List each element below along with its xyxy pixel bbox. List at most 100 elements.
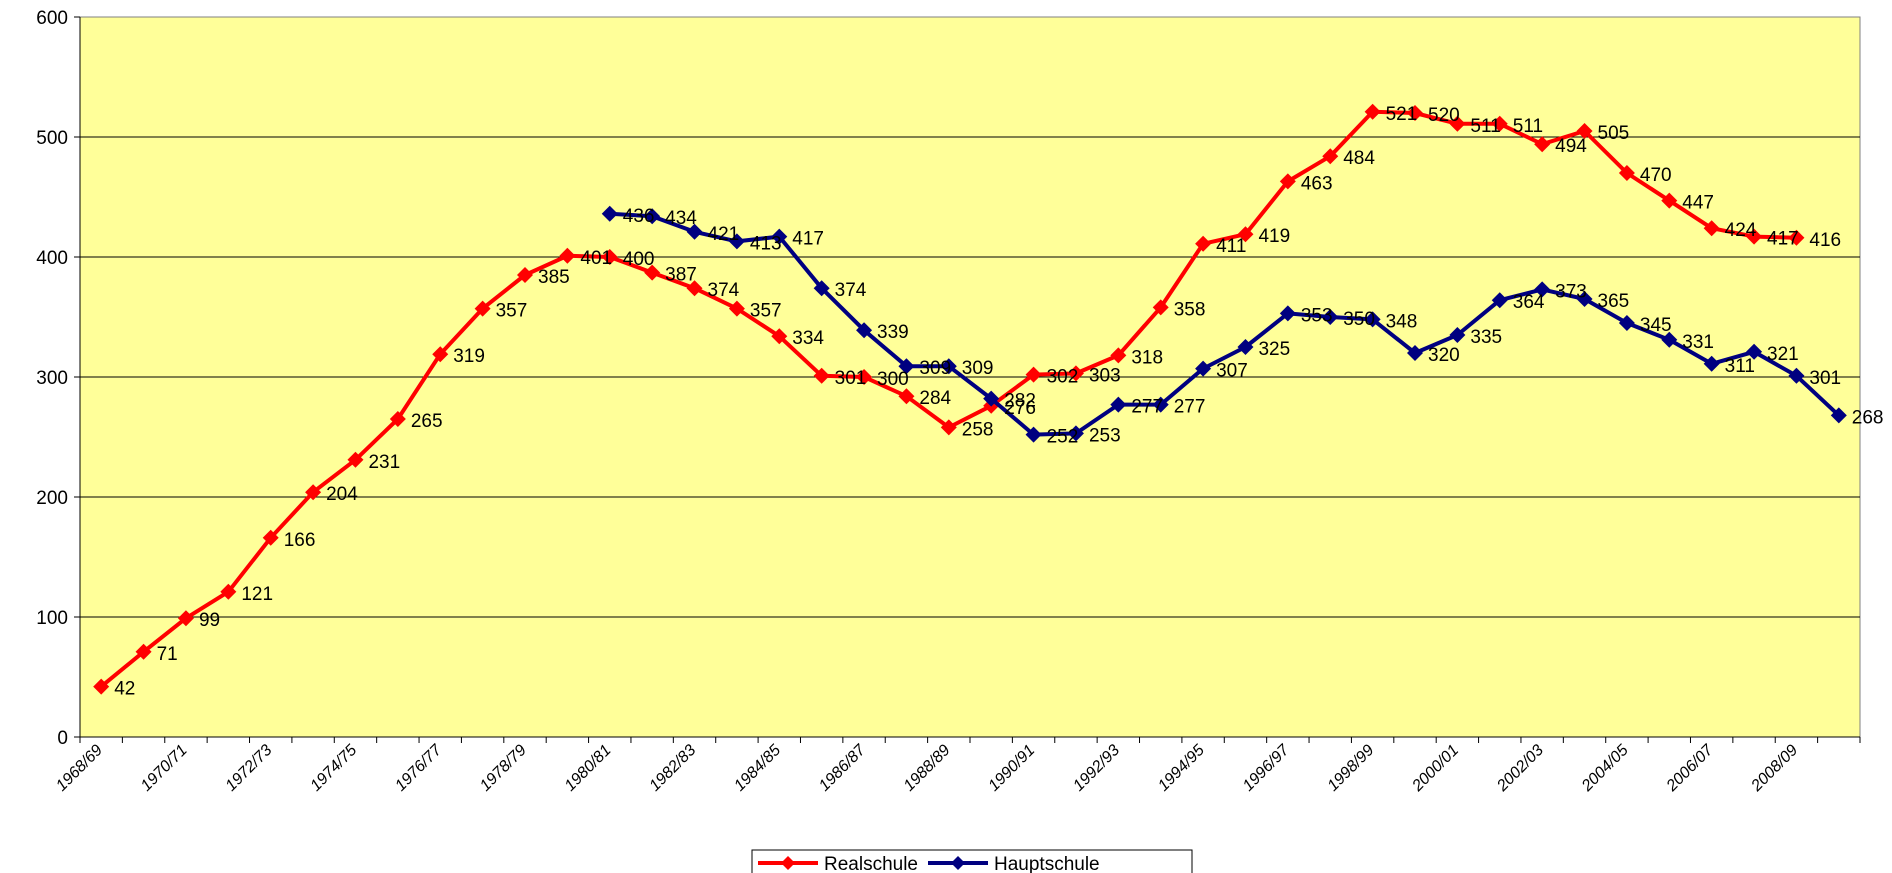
data-point bbox=[1618, 165, 1635, 181]
data-point bbox=[262, 529, 279, 546]
data-point bbox=[1322, 309, 1339, 325]
data-label: 258 bbox=[962, 419, 994, 440]
data-point bbox=[1746, 343, 1763, 360]
data-point bbox=[983, 390, 1000, 407]
data-label: 309 bbox=[962, 358, 994, 379]
data-point bbox=[813, 280, 830, 297]
data-label: 511 bbox=[1513, 116, 1543, 137]
data-point bbox=[517, 267, 533, 283]
data-label: 282 bbox=[1004, 391, 1036, 412]
data-point bbox=[177, 610, 194, 627]
data-label: 401 bbox=[580, 248, 612, 269]
data-label: 309 bbox=[919, 358, 951, 379]
x-tick-label: 2000/01 bbox=[1409, 742, 1463, 796]
x-tick-label: 1970/71 bbox=[138, 742, 191, 795]
legend: Realschule Hauptschule bbox=[751, 849, 1193, 873]
data-point bbox=[1788, 229, 1805, 246]
data-point bbox=[1279, 173, 1296, 190]
y-axis: 0 100 200 300 400 500 600 bbox=[36, 8, 81, 749]
data-label: 345 bbox=[1640, 315, 1672, 336]
data-point bbox=[940, 419, 957, 436]
data-label: 335 bbox=[1470, 327, 1502, 348]
data-label: 447 bbox=[1682, 193, 1714, 214]
data-point bbox=[1576, 123, 1593, 139]
x-tick-label: 1990/91 bbox=[985, 742, 1038, 795]
data-label: 357 bbox=[496, 301, 528, 322]
data-label: 417 bbox=[1767, 229, 1799, 250]
data-label: 252 bbox=[1047, 427, 1079, 448]
x-tick-label: 2004/05 bbox=[1578, 742, 1632, 796]
data-label: 350 bbox=[1343, 309, 1375, 330]
data-label: 284 bbox=[919, 388, 951, 409]
data-label: 318 bbox=[1131, 347, 1163, 368]
data-point bbox=[1195, 235, 1212, 252]
data-point bbox=[1746, 228, 1763, 245]
x-tick-label: 1976/77 bbox=[392, 741, 446, 795]
data-label: 411 bbox=[1216, 236, 1246, 257]
data-label: 307 bbox=[1216, 361, 1248, 382]
data-label: 470 bbox=[1640, 165, 1672, 186]
x-tick-label: 1974/75 bbox=[307, 742, 360, 795]
x-tick-label: 1968/69 bbox=[53, 742, 106, 795]
data-point bbox=[1110, 347, 1127, 364]
data-point bbox=[1407, 345, 1423, 361]
x-tick-label: 1996/97 bbox=[1240, 741, 1294, 795]
y-tick-label: 600 bbox=[36, 8, 68, 29]
data-point bbox=[940, 358, 957, 375]
data-point bbox=[1788, 367, 1805, 384]
x-tick-label: 1998/99 bbox=[1325, 742, 1378, 795]
data-label: 166 bbox=[284, 530, 316, 551]
data-point bbox=[686, 223, 703, 240]
legend-label: Realschule bbox=[824, 854, 918, 873]
data-point bbox=[1618, 315, 1635, 331]
data-label: 463 bbox=[1301, 173, 1333, 194]
data-label: 321 bbox=[1767, 344, 1799, 365]
data-point bbox=[1279, 305, 1296, 322]
x-tick-label: 2002/03 bbox=[1493, 742, 1547, 796]
data-point bbox=[1110, 396, 1127, 413]
data-point bbox=[1703, 220, 1720, 237]
data-point bbox=[1491, 292, 1508, 309]
legend-label: Hauptschule bbox=[994, 854, 1100, 873]
data-point bbox=[601, 249, 618, 265]
y-tick-label: 400 bbox=[36, 248, 68, 269]
data-point bbox=[771, 328, 788, 345]
data-label: 484 bbox=[1343, 148, 1375, 169]
x-tick-label: 1986/87 bbox=[816, 741, 870, 795]
data-point bbox=[474, 300, 491, 317]
data-point bbox=[898, 388, 915, 405]
data-label: 311 bbox=[1725, 356, 1755, 377]
data-label: 365 bbox=[1598, 291, 1630, 312]
data-point bbox=[898, 358, 915, 375]
x-tick-label: 1994/95 bbox=[1155, 742, 1208, 795]
data-point bbox=[1449, 327, 1466, 343]
data-label: 416 bbox=[1809, 230, 1841, 251]
data-point bbox=[1152, 396, 1169, 413]
data-label: 268 bbox=[1852, 407, 1884, 428]
data-label: 231 bbox=[368, 452, 400, 473]
data-label: 434 bbox=[665, 208, 697, 229]
data-point bbox=[856, 322, 873, 339]
data-point bbox=[135, 643, 152, 660]
data-point bbox=[644, 264, 661, 281]
data-point bbox=[1534, 136, 1551, 153]
data-label: 331 bbox=[1682, 332, 1714, 353]
data-point bbox=[1025, 366, 1042, 383]
data-point bbox=[1067, 425, 1084, 442]
data-label: 520 bbox=[1428, 105, 1460, 126]
data-point bbox=[1703, 355, 1720, 372]
data-label: 320 bbox=[1428, 345, 1460, 366]
data-point bbox=[1449, 115, 1466, 132]
data-label: 494 bbox=[1555, 136, 1587, 157]
data-point bbox=[305, 484, 322, 501]
data-point bbox=[1830, 407, 1847, 424]
x-tick-label: 1980/81 bbox=[562, 742, 615, 795]
data-point bbox=[347, 451, 364, 468]
data-point bbox=[389, 411, 406, 427]
data-point bbox=[1237, 339, 1254, 355]
legend-marker bbox=[781, 856, 795, 870]
data-point bbox=[1491, 115, 1508, 132]
data-label: 121 bbox=[241, 584, 273, 605]
data-label: 419 bbox=[1258, 226, 1290, 247]
